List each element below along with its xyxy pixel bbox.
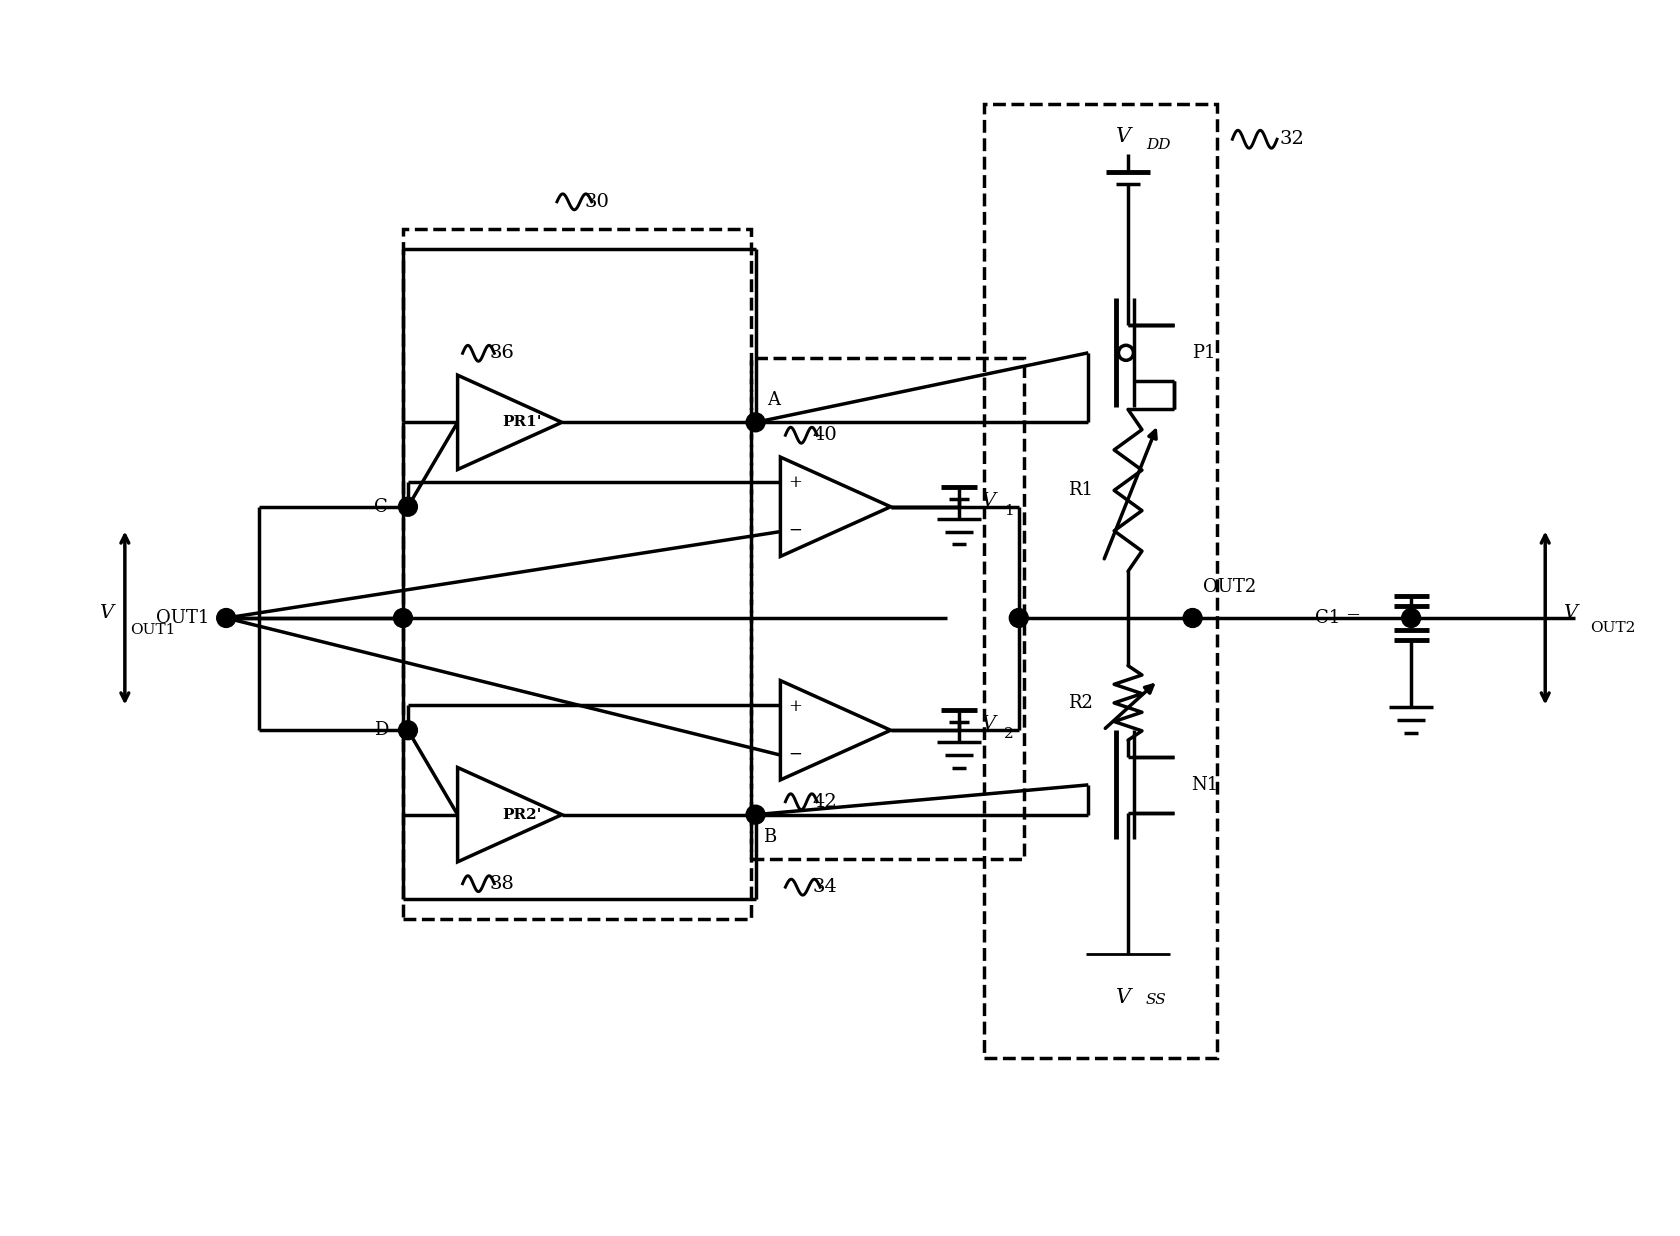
Bar bbox=[751, 357, 1023, 859]
Text: 2: 2 bbox=[1003, 727, 1013, 742]
Text: 38: 38 bbox=[489, 875, 514, 892]
Circle shape bbox=[393, 608, 412, 628]
Text: +: + bbox=[788, 475, 801, 492]
Text: +: + bbox=[788, 698, 801, 714]
Text: V: V bbox=[981, 716, 995, 733]
Text: −: − bbox=[788, 522, 801, 539]
Text: PR1': PR1' bbox=[502, 415, 541, 429]
Text: V: V bbox=[981, 492, 995, 509]
Circle shape bbox=[1401, 608, 1420, 628]
Text: C: C bbox=[375, 498, 388, 515]
Text: 36: 36 bbox=[489, 345, 514, 362]
Text: V: V bbox=[1562, 604, 1576, 622]
Text: PR2': PR2' bbox=[502, 807, 541, 822]
Text: 42: 42 bbox=[811, 792, 837, 811]
Text: B: B bbox=[763, 828, 776, 845]
Circle shape bbox=[398, 497, 417, 517]
Text: OUT1: OUT1 bbox=[156, 609, 210, 627]
Circle shape bbox=[1183, 608, 1201, 628]
Text: R1: R1 bbox=[1068, 481, 1092, 499]
Text: DD: DD bbox=[1146, 138, 1169, 152]
Circle shape bbox=[746, 805, 764, 824]
Circle shape bbox=[398, 721, 417, 739]
Bar bbox=[403, 229, 751, 918]
Text: 40: 40 bbox=[811, 426, 837, 444]
Circle shape bbox=[746, 413, 764, 431]
Circle shape bbox=[1117, 345, 1132, 361]
Text: −: − bbox=[788, 745, 801, 763]
Text: 1: 1 bbox=[1003, 504, 1013, 518]
Text: SS: SS bbox=[1146, 994, 1166, 1007]
Text: 30: 30 bbox=[585, 193, 608, 211]
Text: V: V bbox=[1116, 127, 1131, 146]
Text: OUT2: OUT2 bbox=[1201, 578, 1255, 596]
Text: R2: R2 bbox=[1068, 693, 1092, 712]
Text: V: V bbox=[99, 604, 113, 622]
Bar bbox=[983, 105, 1216, 1058]
Text: A: A bbox=[768, 392, 780, 409]
Text: C1 =: C1 = bbox=[1315, 609, 1361, 627]
Text: 34: 34 bbox=[811, 878, 837, 896]
Circle shape bbox=[217, 608, 235, 628]
Text: OUT2: OUT2 bbox=[1589, 620, 1635, 635]
Text: 32: 32 bbox=[1278, 130, 1304, 148]
Text: N1: N1 bbox=[1191, 776, 1218, 794]
Text: P1: P1 bbox=[1191, 344, 1215, 362]
Circle shape bbox=[1008, 608, 1028, 628]
Text: OUT1: OUT1 bbox=[129, 623, 175, 637]
Text: D: D bbox=[373, 722, 388, 739]
Text: V: V bbox=[1116, 989, 1131, 1007]
